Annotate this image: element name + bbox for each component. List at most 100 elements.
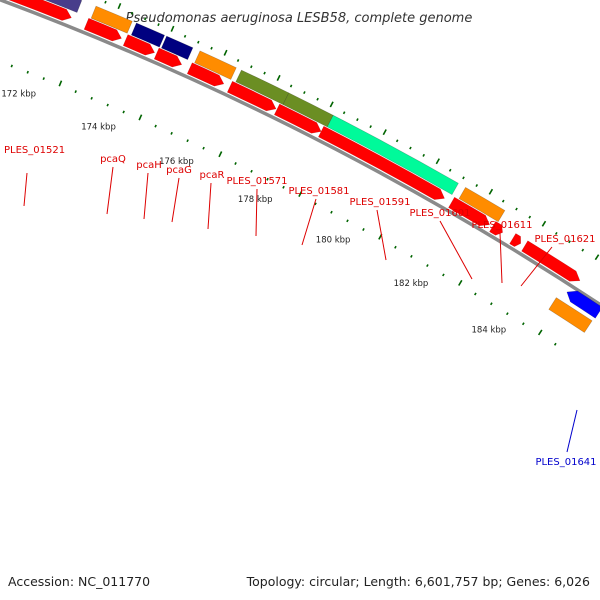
outer-tick xyxy=(594,254,600,261)
inner-tick xyxy=(218,151,223,158)
inner-tick xyxy=(458,279,463,286)
outer-tick xyxy=(250,65,253,69)
inner-tick xyxy=(282,185,285,189)
gene-label-ples-01581: PLES_01581 xyxy=(288,186,349,197)
scale-label: 174 kbp xyxy=(81,122,116,132)
gene-band-ples-01591 xyxy=(326,114,459,196)
accession-text: Accession: NC_011770 xyxy=(8,574,150,589)
cds-arrow xyxy=(509,233,521,247)
scale-label: 182 kbp xyxy=(394,279,429,289)
gene-arrow-blue xyxy=(566,290,600,319)
backbone-line xyxy=(0,0,600,307)
tick-marks xyxy=(10,0,600,346)
outer-tick xyxy=(329,101,334,108)
inner-tick xyxy=(298,190,303,197)
inner-tick xyxy=(42,77,45,81)
outer-tick xyxy=(581,248,585,252)
gene-band-pcag xyxy=(161,35,194,60)
outer-tick xyxy=(197,40,200,44)
scale-label: 184 kbp xyxy=(472,325,507,335)
inner-tick xyxy=(122,110,125,114)
gene-label-ples-01641: PLES_01641 xyxy=(535,457,596,468)
leader-line-ples-01591 xyxy=(376,209,387,261)
inner-tick xyxy=(394,245,397,249)
cds-arrow xyxy=(122,34,155,56)
outer-tick xyxy=(130,11,134,15)
leader-line-ples-01621 xyxy=(520,246,553,287)
gene-label-pcar: pcaR xyxy=(200,170,225,181)
inner-tick xyxy=(553,342,557,346)
outer-tick xyxy=(289,84,293,88)
leader-line-ples-01641 xyxy=(566,409,578,453)
outer-tick xyxy=(369,125,372,129)
scale-labels: 172 kbp 174 kbp 176 kbp 178 kbp 180 kbp 182 k… xyxy=(1,90,506,336)
outer-tick xyxy=(382,129,387,136)
inner-tick xyxy=(106,103,109,107)
outer-tick xyxy=(210,46,213,50)
cds-arrow xyxy=(489,221,503,236)
gene-features xyxy=(8,0,600,333)
outer-tick xyxy=(144,17,147,21)
outer-tick xyxy=(475,184,479,187)
inner-tick xyxy=(26,70,29,74)
outer-tick xyxy=(448,168,452,172)
inner-tick xyxy=(410,254,413,258)
cds-arrow xyxy=(8,0,72,21)
inner-tick xyxy=(138,114,143,121)
inner-tick xyxy=(314,202,317,206)
outer-tick xyxy=(568,240,571,244)
inner-tick xyxy=(170,131,173,135)
gene-label-ples-01621: PLES_01621 xyxy=(534,234,595,245)
cds-arrow xyxy=(226,80,277,112)
inner-tick xyxy=(186,139,189,143)
gene-band-ples-01641 xyxy=(548,297,593,333)
outer-tick xyxy=(515,207,518,211)
gene-band-ples-01601 xyxy=(458,186,506,223)
gene-label-ples-01571: PLES_01571 xyxy=(226,176,287,187)
gene-band-pcah xyxy=(130,22,165,48)
outer-tick xyxy=(435,158,440,165)
outer-tick xyxy=(528,215,532,219)
inner-tick xyxy=(90,96,93,100)
outer-tick xyxy=(316,97,319,101)
cds-arrow xyxy=(318,125,445,200)
gene-label-pcaq: pcaQ xyxy=(100,154,126,165)
gene-band-pcar xyxy=(194,50,237,80)
inner-tick xyxy=(74,90,77,94)
inner-tick xyxy=(250,169,253,173)
gene-band-pcaq xyxy=(90,5,133,34)
outer-tick xyxy=(157,23,160,27)
inner-tick xyxy=(442,273,445,277)
genome-backbone xyxy=(0,0,600,307)
outer-tick xyxy=(223,49,228,56)
outer-tick xyxy=(263,71,266,75)
leader-line-ples-01571 xyxy=(255,188,258,237)
inner-tick xyxy=(362,228,365,231)
outer-tick xyxy=(303,91,306,95)
outer-tick xyxy=(356,118,359,122)
leader-line-pcag xyxy=(171,177,180,223)
inner-tick xyxy=(505,312,509,316)
cds-arrow xyxy=(448,196,490,226)
inner-tick xyxy=(474,292,477,296)
leader-line-ples-01601 xyxy=(439,220,473,280)
gene-band-ples-01521 xyxy=(44,0,83,13)
leader-line-ples-01611 xyxy=(499,232,503,284)
gene-label-ples-01611: PLES_01611 xyxy=(471,220,532,231)
scale-label: 178 kbp xyxy=(238,195,273,205)
gene-label-ples-01521: PLES_01521 xyxy=(4,145,65,156)
outer-tick xyxy=(462,176,465,180)
cds-arrow xyxy=(521,240,581,282)
leader-line-pcah xyxy=(143,172,149,220)
outer-tick xyxy=(422,153,426,157)
cds-arrow xyxy=(186,62,225,87)
inner-tick xyxy=(346,219,349,223)
map-title: Pseudomonas aeruginosa LESB58, complete … xyxy=(126,11,473,26)
outer-tick xyxy=(183,34,187,38)
outer-tick xyxy=(554,231,558,235)
gene-label-pcag: pcaG xyxy=(166,165,192,176)
scale-label: 180 kbp xyxy=(316,235,351,245)
